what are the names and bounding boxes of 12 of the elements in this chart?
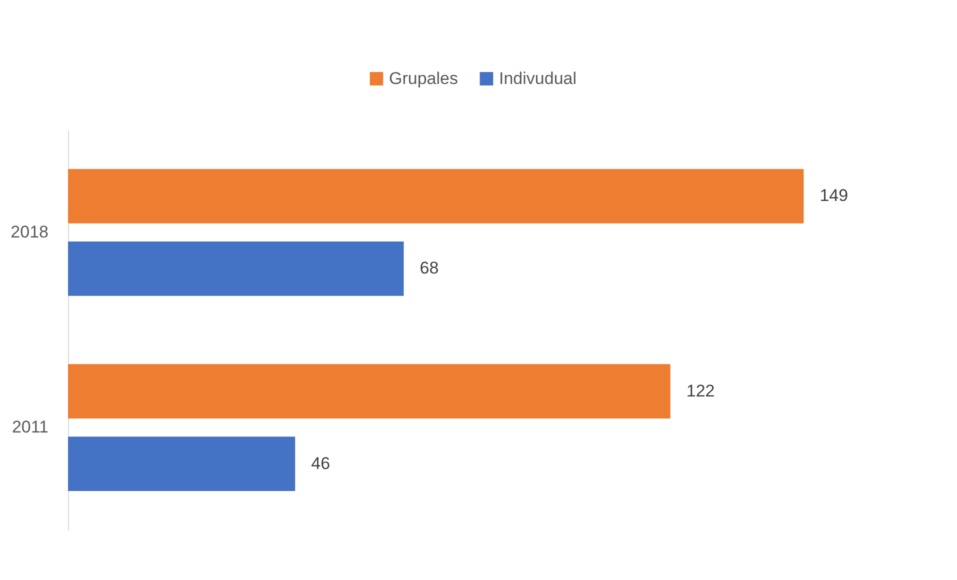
y-tick-label: 2011 [12,418,48,437]
data-label: 46 [311,454,330,473]
data-label: 122 [686,381,715,400]
y-tick-label: 2018 [10,222,48,242]
bar [68,242,404,296]
legend-label: Grupales [389,68,458,88]
data-label: 149 [820,186,848,206]
bar [68,169,804,224]
data-label: 68 [420,258,439,278]
legend-label: Indivudual [499,68,577,88]
bar [68,364,670,418]
bar [68,436,296,491]
